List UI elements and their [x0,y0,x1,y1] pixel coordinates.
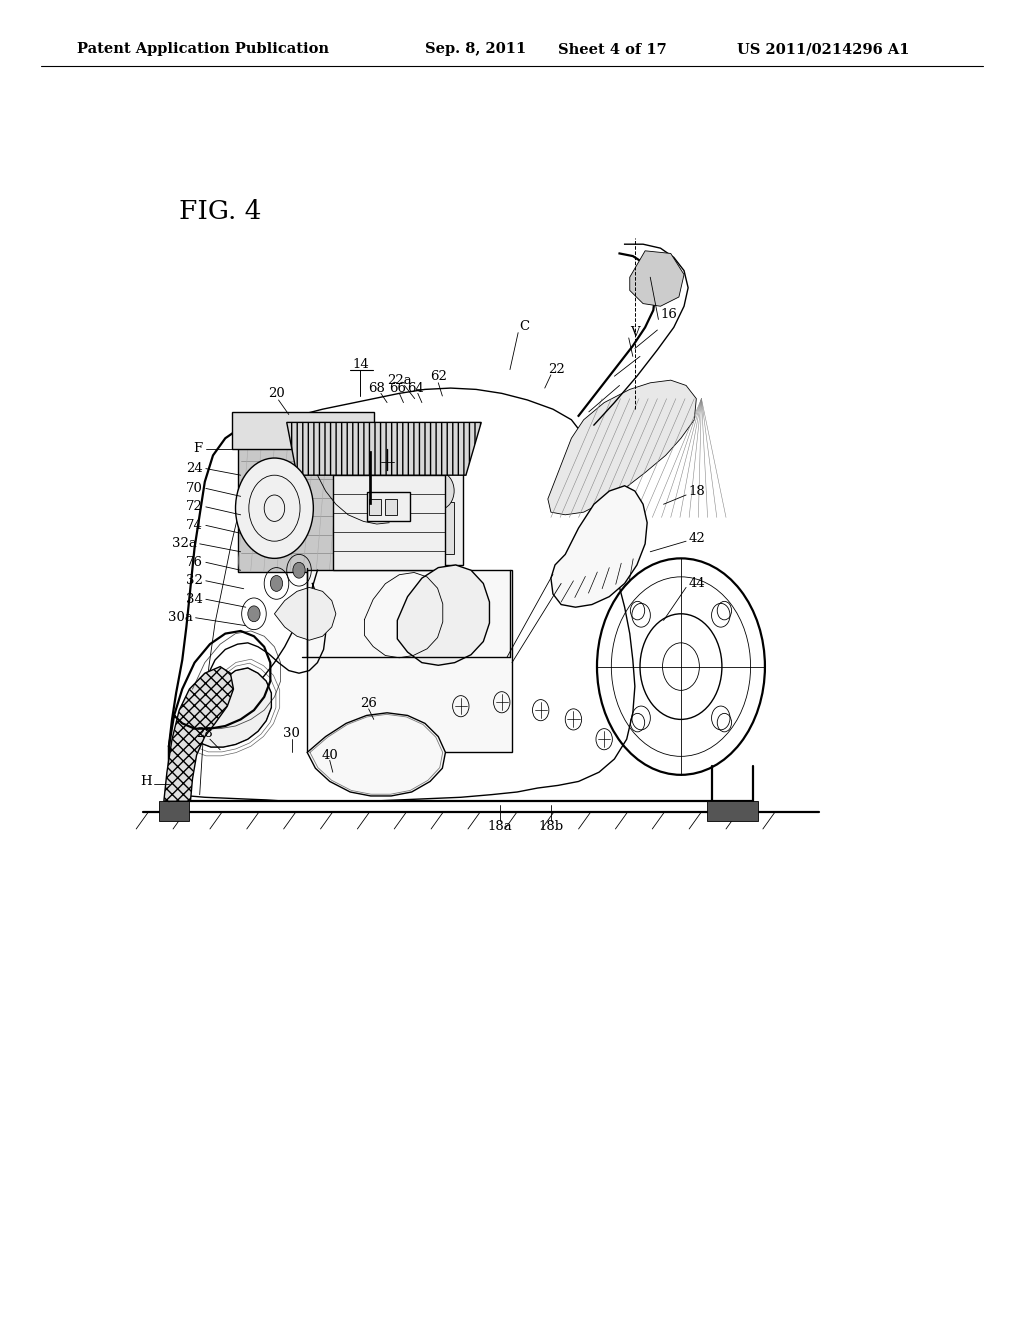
Text: V: V [630,326,639,339]
Text: FIG. 4: FIG. 4 [179,199,262,223]
Circle shape [426,473,455,510]
Text: 20: 20 [268,387,285,400]
Text: 16: 16 [660,308,677,321]
Text: 68: 68 [369,381,385,395]
Polygon shape [307,570,512,752]
Text: 30: 30 [284,727,300,741]
Bar [419,502,454,554]
Text: 24: 24 [186,462,203,475]
Bar [707,801,758,821]
Circle shape [270,576,283,591]
Text: F: F [194,442,203,455]
Bar [367,492,410,521]
Polygon shape [274,587,336,640]
Circle shape [293,562,305,578]
Text: 18: 18 [688,484,705,498]
Text: 70: 70 [186,482,203,495]
Text: 44: 44 [688,577,705,590]
Bar [238,442,369,572]
Circle shape [379,473,409,510]
Bar [232,412,374,449]
Polygon shape [630,251,684,306]
Text: 18a: 18a [487,820,512,833]
Text: 22a: 22a [387,374,412,387]
Text: 74: 74 [186,519,203,532]
Bar [369,451,371,504]
Text: Patent Application Publication: Patent Application Publication [77,42,329,57]
Bar [159,801,189,821]
Text: 30a: 30a [168,611,193,624]
Text: 62: 62 [430,370,446,383]
Bar [385,499,397,515]
Text: 64: 64 [408,381,424,395]
Text: 34: 34 [186,593,203,606]
Text: 42: 42 [688,532,705,545]
Text: 26: 26 [360,697,377,710]
Text: 28: 28 [197,727,213,741]
Text: 14: 14 [352,358,369,371]
Text: 32: 32 [186,574,203,587]
Text: H: H [140,775,152,788]
Polygon shape [164,667,233,801]
Bar [379,502,414,554]
Text: 18b: 18b [539,820,563,833]
Circle shape [248,606,260,622]
Circle shape [236,458,313,558]
Text: 66: 66 [389,381,406,395]
Text: US 2011/0214296 A1: US 2011/0214296 A1 [737,42,909,57]
Text: 40: 40 [322,748,338,762]
Bar [371,470,463,565]
Polygon shape [307,713,445,796]
Polygon shape [548,380,696,515]
Bar [369,499,381,515]
Polygon shape [551,486,647,607]
Text: Sheet 4 of 17: Sheet 4 of 17 [558,42,667,57]
Text: 32a: 32a [172,537,197,550]
Polygon shape [197,668,271,752]
Polygon shape [287,422,481,475]
Text: Sep. 8, 2011: Sep. 8, 2011 [425,42,526,57]
Text: 76: 76 [185,556,203,569]
Text: 22: 22 [548,363,564,376]
Text: C: C [519,319,529,333]
Text: 72: 72 [186,500,203,513]
Polygon shape [397,565,489,665]
Bar [333,475,445,570]
